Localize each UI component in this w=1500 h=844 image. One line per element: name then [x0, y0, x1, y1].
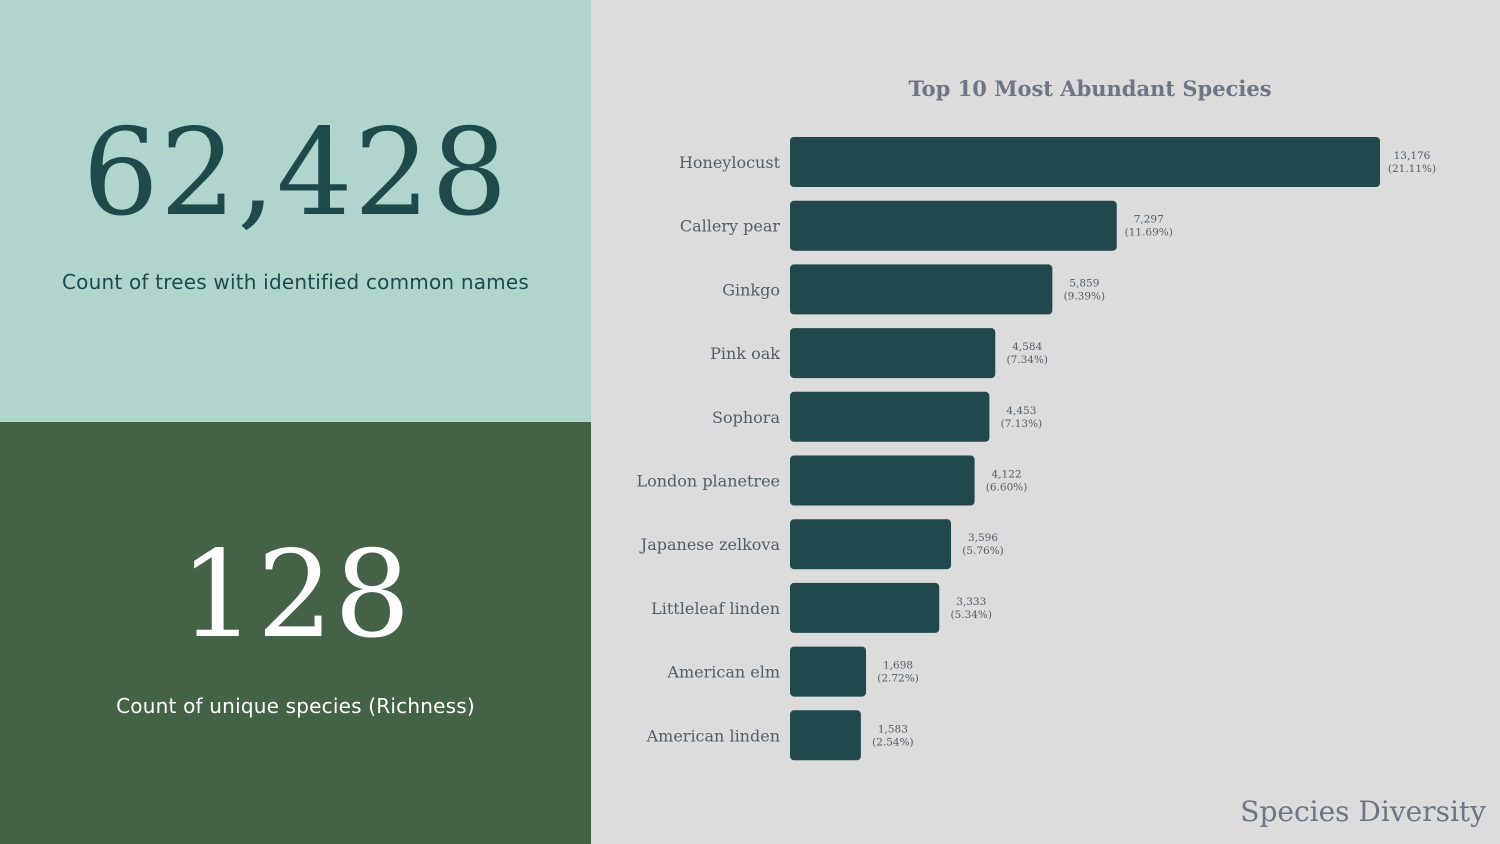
footer-title: Species Diversity — [1240, 795, 1486, 828]
percent-label: (2.54%) — [872, 736, 914, 748]
value-label: 7,297 — [1134, 214, 1164, 226]
category-label: Littleleaf linden — [651, 599, 780, 618]
value-label: 1,583 — [878, 723, 908, 735]
category-label: American elm — [666, 663, 780, 682]
unique-species-label: Count of unique species (Richness) — [116, 694, 475, 718]
bars-group: Honeylocust 13,176(21.11%) Callery pear 7,2… — [636, 137, 1436, 761]
category-label: London planetree — [636, 472, 780, 491]
category-label: Japanese zelkova — [639, 535, 781, 554]
value-label: 4,584 — [1012, 341, 1042, 353]
percent-label: (5.34%) — [950, 609, 992, 621]
category-label: Callery pear — [680, 217, 781, 236]
value-label: 5,859 — [1069, 277, 1099, 289]
category-label: Pink oak — [710, 344, 780, 363]
total-trees-label: Count of trees with identified common na… — [62, 270, 529, 294]
total-trees-value: 62,428 — [82, 104, 509, 243]
category-label: Sophora — [712, 408, 780, 427]
percent-label: (11.69%) — [1125, 227, 1173, 239]
species-chart-panel: Top 10 Most Abundant Species Honeylocust… — [591, 0, 1500, 844]
bar-honeylocust — [790, 137, 1380, 187]
value-label: 1,698 — [883, 660, 913, 672]
percent-label: (6.60%) — [986, 482, 1028, 494]
bar-london-planetree — [790, 455, 975, 506]
bar-callery-pear — [790, 200, 1117, 251]
percent-label: (21.11%) — [1388, 163, 1436, 175]
category-label: Honeylocust — [679, 153, 781, 172]
value-label: 3,596 — [968, 532, 998, 544]
unique-species-card: 128 Count of unique species (Richness) — [0, 422, 591, 844]
percent-label: (7.13%) — [1001, 418, 1043, 430]
unique-species-value: 128 — [179, 526, 412, 665]
bar-american-elm — [790, 646, 867, 697]
category-label: American linden — [646, 726, 780, 745]
bar-pink-oak — [790, 328, 996, 379]
bar-ginkgo — [790, 264, 1053, 315]
top-species-bar-chart: Top 10 Most Abundant Species Honeylocust… — [636, 76, 1436, 761]
percent-label: (2.72%) — [877, 673, 919, 685]
chart-title: Top 10 Most Abundant Species — [908, 76, 1271, 101]
bar-sophora — [790, 391, 990, 442]
value-label: 13,176 — [1394, 150, 1431, 162]
bar-japanese-zelkova — [790, 519, 952, 570]
percent-label: (7.34%) — [1006, 354, 1048, 366]
value-label: 4,122 — [992, 469, 1022, 481]
percent-label: (5.76%) — [962, 545, 1004, 557]
percent-label: (9.39%) — [1064, 290, 1106, 302]
bar-littleleaf-linden — [790, 582, 940, 633]
bar-american-linden — [790, 710, 861, 761]
value-label: 4,453 — [1006, 405, 1036, 417]
total-trees-card: 62,428 Count of trees with identified co… — [0, 0, 591, 422]
value-label: 3,333 — [956, 596, 986, 608]
category-label: Ginkgo — [722, 280, 780, 299]
